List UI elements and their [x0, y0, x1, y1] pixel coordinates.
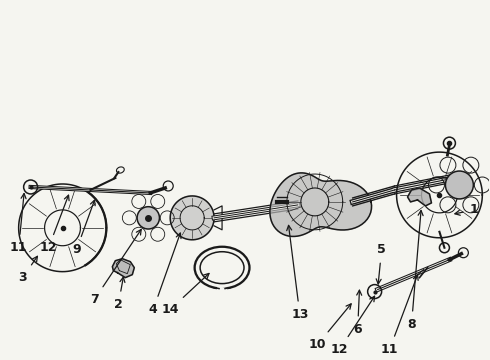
Text: 5: 5 — [376, 243, 386, 284]
Text: 14: 14 — [162, 274, 209, 316]
Text: 11: 11 — [10, 194, 27, 254]
Text: 13: 13 — [287, 225, 309, 321]
Text: 12: 12 — [40, 195, 69, 254]
Polygon shape — [408, 188, 432, 206]
Text: 9: 9 — [72, 200, 95, 256]
Text: 11: 11 — [381, 275, 418, 356]
Text: 8: 8 — [407, 211, 423, 331]
Text: 7: 7 — [90, 229, 141, 306]
Text: 1: 1 — [455, 203, 479, 216]
Text: 6: 6 — [353, 290, 362, 336]
Text: 4: 4 — [149, 233, 181, 316]
Text: 12: 12 — [331, 296, 374, 356]
Circle shape — [137, 207, 159, 229]
Polygon shape — [112, 259, 134, 278]
Circle shape — [445, 171, 473, 199]
Text: 3: 3 — [18, 256, 37, 284]
Polygon shape — [170, 196, 214, 240]
Polygon shape — [270, 173, 371, 237]
Text: 10: 10 — [309, 304, 351, 351]
Text: 2: 2 — [114, 277, 125, 311]
